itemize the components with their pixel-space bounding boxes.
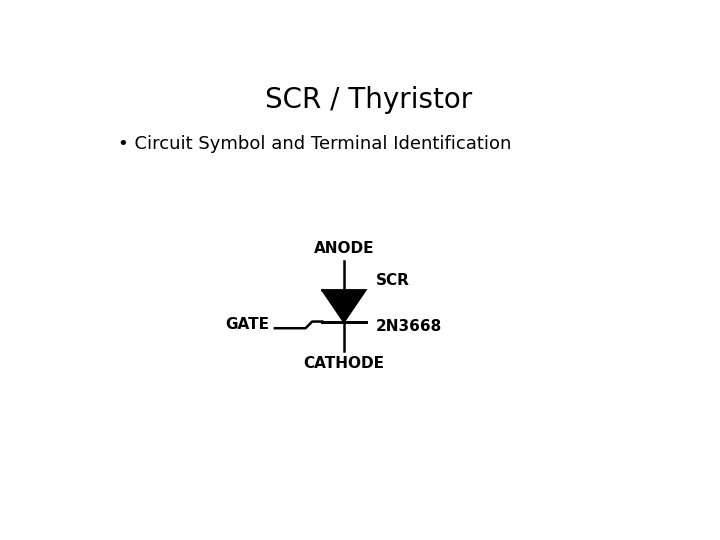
Text: 2N3668: 2N3668 [376,320,442,334]
Text: GATE: GATE [225,318,269,333]
Text: SCR / Thyristor: SCR / Thyristor [266,85,472,113]
Text: ANODE: ANODE [314,241,374,256]
Polygon shape [323,291,365,321]
Text: CATHODE: CATHODE [303,356,384,370]
Text: • Circuit Symbol and Terminal Identification: • Circuit Symbol and Terminal Identifica… [118,136,511,153]
Text: SCR: SCR [376,273,410,288]
